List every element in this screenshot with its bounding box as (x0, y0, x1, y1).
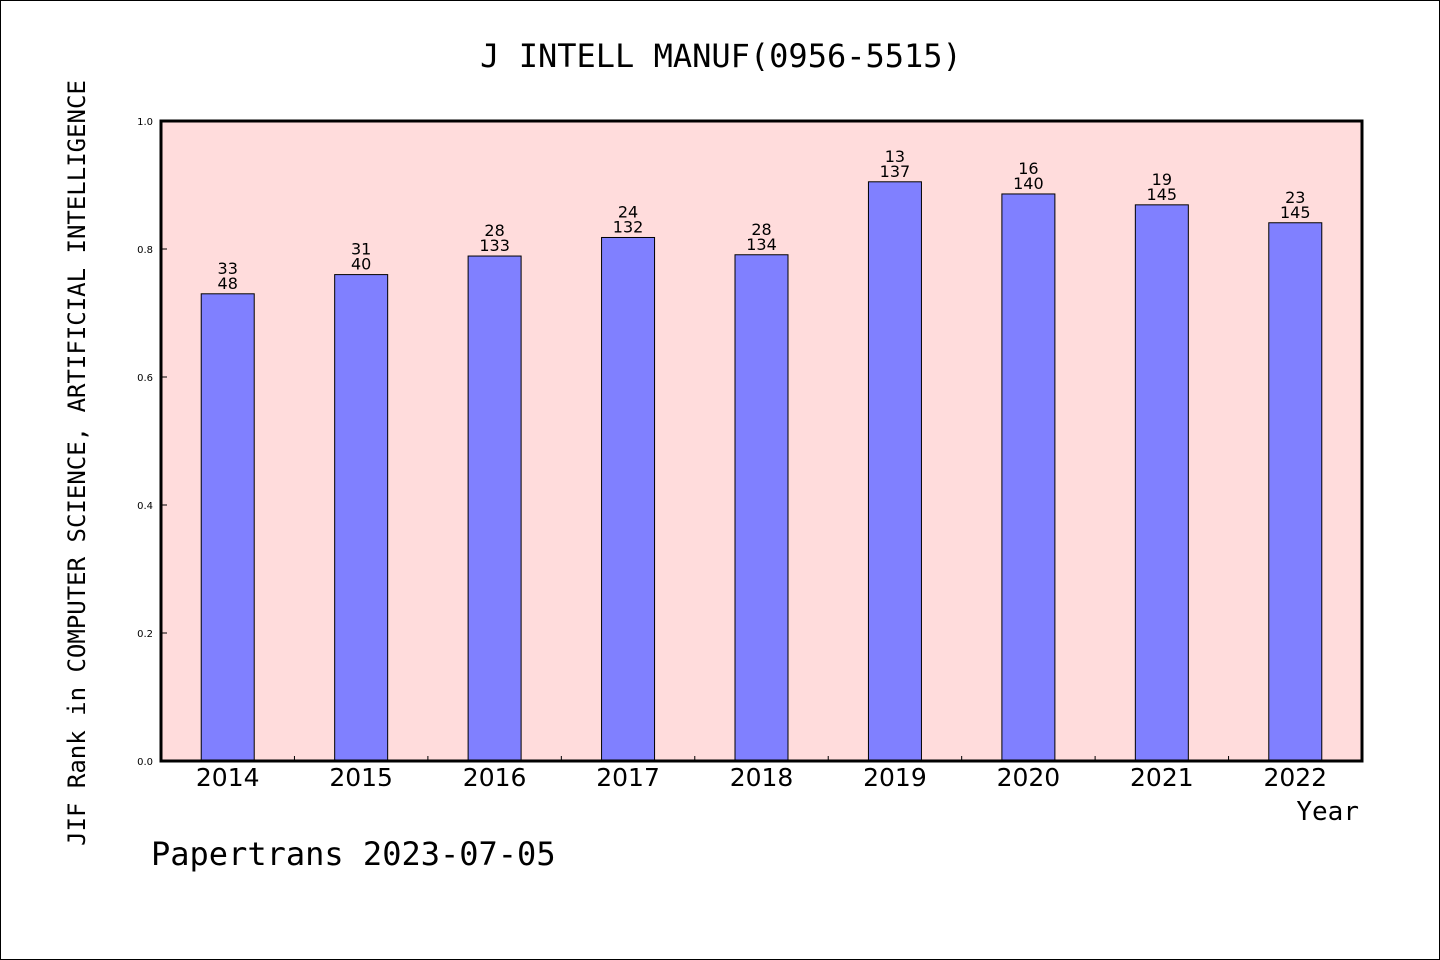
bar-2022 (1268, 222, 1323, 762)
data-label-total: 145 (1147, 185, 1178, 204)
chart-title: J INTELL MANUF(0956-5515) (480, 37, 962, 75)
bar-2014 (200, 293, 255, 762)
x-tick-label: 2021 (1130, 763, 1194, 792)
x-tick-label: 2020 (997, 763, 1061, 792)
data-label-rank: 23 (1285, 188, 1305, 207)
bar-2020 (1001, 193, 1056, 762)
data-label-total: 145 (1280, 203, 1311, 222)
y-tick-label: 0.6 (137, 373, 153, 384)
x-tick-label: 2019 (863, 763, 927, 792)
data-label-rank: 33 (218, 259, 238, 278)
y-tick-label: 0.0 (137, 757, 153, 768)
bar-2015 (334, 274, 389, 762)
data-label-total: 40 (351, 255, 371, 274)
data-label-total: 132 (613, 217, 644, 236)
bar-2021 (1134, 204, 1189, 762)
data-label-total: 134 (746, 235, 777, 254)
y-tick-label: 0.2 (137, 629, 153, 640)
data-label-total: 137 (880, 162, 911, 181)
data-label-rank: 28 (751, 220, 771, 239)
x-tick-label: 2014 (196, 763, 260, 792)
footer-credit: Papertrans 2023-07-05 (151, 835, 556, 873)
bar-2019 (867, 181, 922, 762)
plot-border (159, 119, 1364, 763)
x-tick-label: 2015 (329, 763, 393, 792)
bar-2016 (467, 255, 522, 762)
data-label-rank: 24 (618, 202, 638, 221)
data-label-total: 133 (479, 236, 510, 255)
data-label-rank: 13 (885, 147, 905, 166)
data-label-total: 140 (1013, 174, 1044, 193)
data-label-rank: 31 (351, 240, 371, 259)
data-label-total: 48 (218, 274, 238, 293)
data-label-rank: 19 (1152, 170, 1172, 189)
data-label-rank: 16 (1018, 159, 1038, 178)
x-axis-label: Year (1296, 797, 1359, 827)
x-tick-label: 2017 (596, 763, 660, 792)
y-tick-label: 0.8 (137, 245, 153, 256)
y-tick-label: 0.4 (137, 501, 153, 512)
x-tick-label: 2016 (463, 763, 527, 792)
data-label-rank: 28 (484, 221, 504, 240)
x-tick-label: 2022 (1263, 763, 1327, 792)
bar-2017 (601, 236, 656, 762)
x-tick-label: 2018 (730, 763, 794, 792)
y-tick-label: 1.0 (137, 117, 153, 128)
bar-2018 (734, 254, 789, 762)
